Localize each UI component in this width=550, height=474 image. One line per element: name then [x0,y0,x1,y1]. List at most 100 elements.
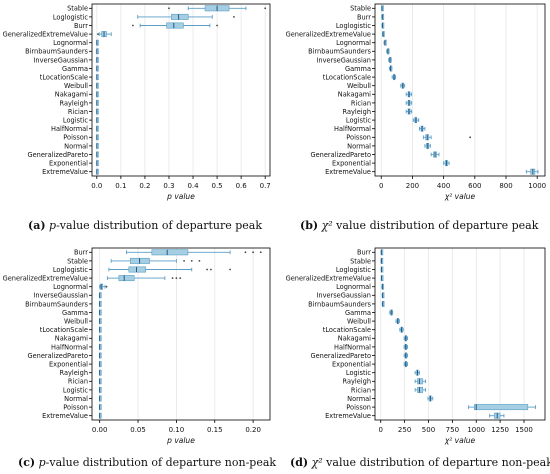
chart-b-category-label: Stable [350,5,371,13]
chart-a-category-label: Lognormal [53,39,88,47]
chart-c-category-label: InverseGaussian [33,292,88,300]
chart-c-outlier [259,251,262,254]
chart-c-category-label: ExtremeValue [42,412,88,420]
caption-d-tag: (d) [290,456,309,469]
chart-b-xtick-label: 800 [499,182,512,190]
chart-d-frame [374,247,546,421]
chart-b-box [443,160,450,167]
chart-b-box [388,65,393,72]
caption-d-symbol: χ² [311,456,323,469]
chart-d-category-label: Exponential [332,361,371,369]
chart-c-category-label: GeneralizedPareto [28,352,88,360]
chart-d-category-label: BirnbaumSaunders [308,300,371,308]
chart-d-category-label: GeneralizedPareto [311,352,371,360]
chart-b-box [424,142,431,149]
chart-d-category-label: Poisson [346,404,371,412]
chart-c-xtick-label: 0.20 [245,426,261,434]
chart-c-category-label: Loglogistic [53,266,89,274]
chart-c-category-label: Poisson [63,404,88,412]
chart-b-box [383,39,387,46]
chart-b-box [388,56,392,63]
chart-a-box [96,91,99,98]
chart-b-box [381,13,385,20]
chart-c-box [106,275,182,282]
chart-b-xtick-label: 600 [468,182,481,190]
chart-b-category-label: tLocationScale [323,74,371,82]
chart-b-category-label: GeneralizedExtremeValue [286,31,371,39]
chart-d-box [403,335,408,342]
chart-c-category-label: Lognormal [53,283,88,291]
chart-b-box [381,22,385,29]
chart-d-category-label: Stable [350,257,371,265]
chart-b-box [400,82,406,89]
chart-b-box [405,99,413,106]
chart-c-box-iqr [128,266,147,273]
chart-a-box [96,56,99,63]
chart-d-box [389,309,394,316]
chart-a-category-label: GeneralizedExtremeValue [3,31,88,39]
chart-c-category-label: GeneralizedExtremeValue [3,275,88,283]
chart-d-xtick-label: 0 [378,426,382,434]
chart-c-category-label: Exponential [49,361,88,369]
chart-c-box [99,300,102,307]
chart-c-xtick-label: 0.00 [92,426,108,434]
chart-d-category-label: GeneralizedExtremeValue [286,275,371,283]
chart-b: 0 200 400 600 800 1000 χ² value Stable Burr Loglo… [275,0,550,215]
chart-a-box [96,39,99,46]
chart-b-box [412,117,420,124]
chart-b-category-label: Poisson [346,134,371,142]
chart-a-box [96,117,99,124]
chart-b-category-label: Rician [351,99,371,107]
chart-a-svg: 0.0 0.1 0.2 0.3 0.4 0.5 0.6 0.7p valueStableLog… [3,3,271,201]
chart-d-xlabel: χ² value [444,436,476,445]
chart-d-xtick-label: 500 [422,426,435,434]
chart-a-box [96,151,99,158]
chart-b-xtick-label: 1000 [528,182,546,190]
chart-b-svg: 0 200 400 600 800 1000 χ² value StableBurrLoglo… [286,3,546,201]
chart-c-box-iqr [118,275,135,282]
chart-c-box [99,335,102,342]
chart-c-category-label: Weibull [64,318,88,326]
chart-a-category-label: ExtremeValue [42,168,88,176]
chart-c-category-label: Rayleigh [60,369,88,377]
chart-b-category-label: Loglogistic [336,22,372,30]
chart-a-box [131,22,218,29]
chart-d-box [381,300,385,307]
chart-d-category-label: Nakagami [338,335,371,343]
chart-d-box [403,361,408,368]
caption-a-tag: (a) [28,219,46,232]
chart-a-category-label: Loglogistic [53,13,89,21]
chart-b-box [381,5,384,12]
chart-a-category-label: HalfNormal [51,125,88,133]
caption-a: (a) p-value distribution of departure pe… [28,219,262,232]
chart-d-box [380,266,384,273]
caption-c-tag: (c) [18,456,36,469]
chart-a-outlier [264,7,267,10]
chart-a-category-label: Poisson [63,134,88,142]
chart-a-xtick-label: 0.6 [236,182,248,190]
chart-a-xlabel: p value [166,192,195,201]
chart-c-category-label: Rician [68,378,88,386]
chart-c-box [99,326,102,333]
chart-a-xtick-label: 0.3 [163,182,174,190]
chart-c-outlier [252,251,255,254]
chart-c-box [99,395,102,402]
chart-d-xtick-label: 1500 [515,426,533,434]
chart-c-box [99,283,108,290]
chart-a-grid [96,4,266,176]
chart-a-box [96,82,99,89]
chart-b-category-label: Burr [357,13,371,21]
chart-d-category-label: Rayleigh [343,378,371,386]
chart-c-box [99,352,102,359]
chart-c-outlier [171,277,174,279]
chart-a-category-label: Stable [67,5,88,13]
chart-d-category-label: tLocationScale [323,326,371,334]
chart-a-category-label: Rayleigh [60,99,88,107]
chart-a-category-label: Normal [64,142,88,150]
chart-a-category-label: tLocationScale [40,74,88,82]
chart-c-box [108,266,232,273]
chart-a-category-label: Rician [68,108,88,116]
chart-c-box [99,309,102,316]
chart-a-xtick-label: 0.5 [212,182,223,190]
chart-c-outlier [198,260,201,262]
